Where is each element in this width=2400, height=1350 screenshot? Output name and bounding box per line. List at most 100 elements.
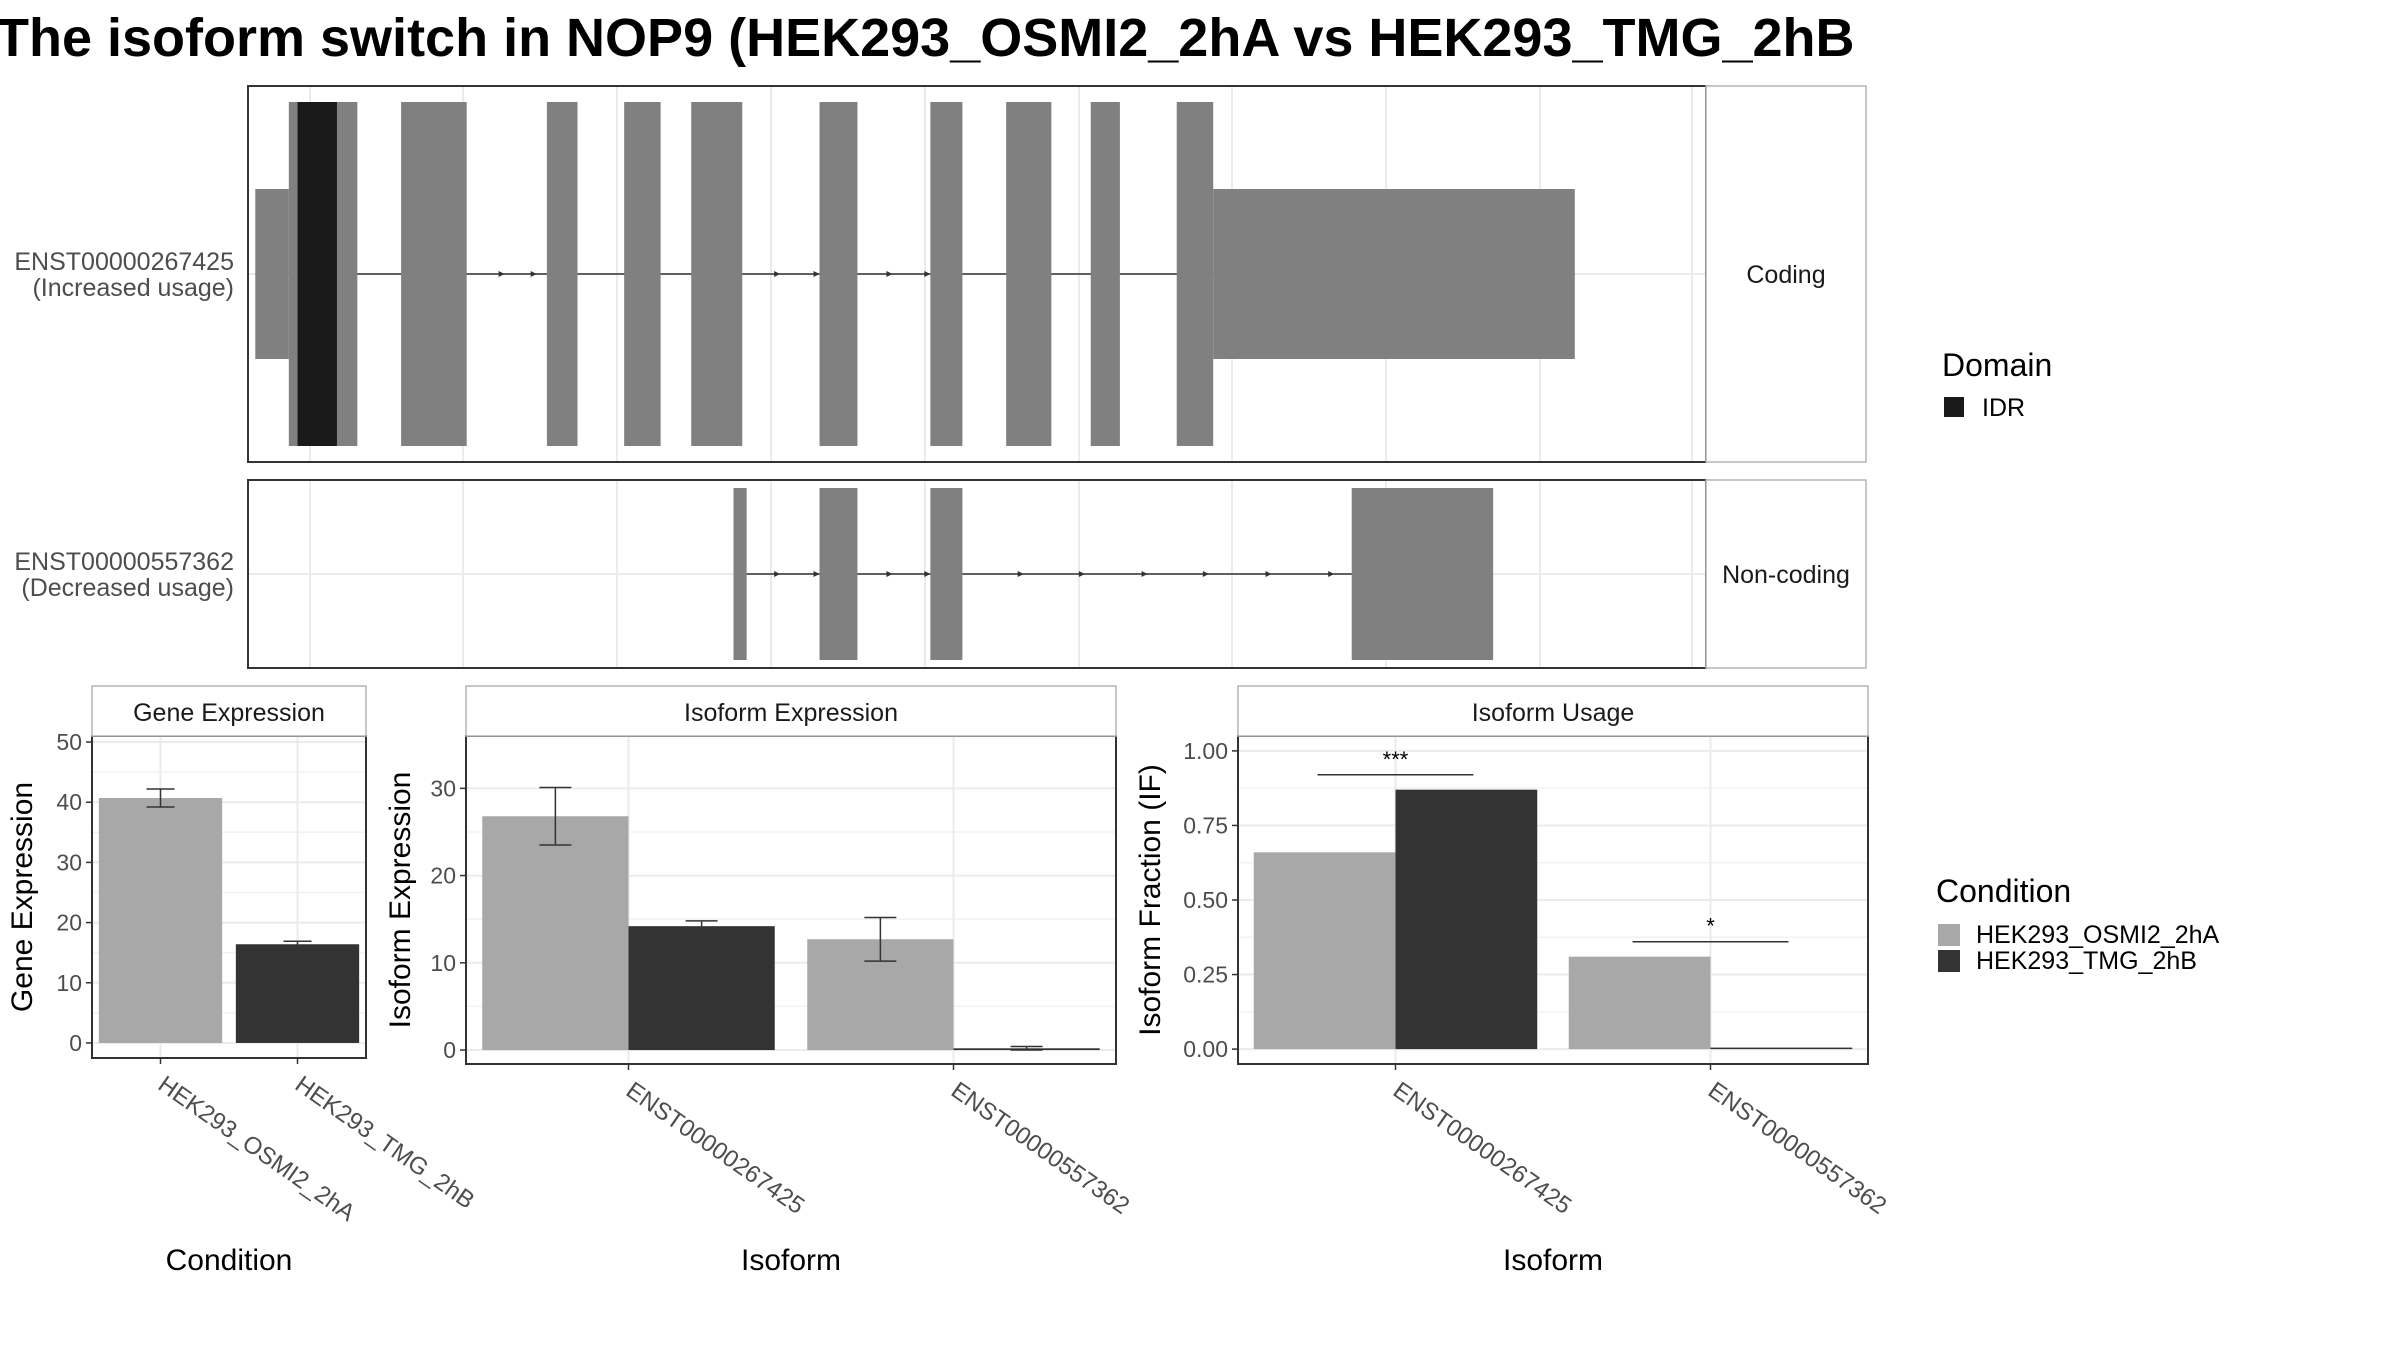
error-bar [685,920,718,933]
transcript-track-ENST00000557362: Non-coding ENST00000557362(Decreased usag… [14,479,1867,669]
exon-4 [1351,488,1494,660]
facet-strip-label: Non-coding [1722,561,1850,589]
x-axis-title: Isoform [1503,1244,1603,1277]
bar-panel-3: 0.000.250.500.751.00 ****Isoform UsageENS… [1134,685,1891,1277]
intron-direction-arrow [813,571,820,577]
domain-idr [297,102,337,446]
error-bar [864,916,897,962]
x-tick-label: ENST00000267425 [1388,1077,1576,1220]
exon-9 [1006,102,1052,446]
x-tick-label: ENST00000267425 [621,1077,809,1220]
exon-10 [1090,102,1120,446]
intron-direction-arrow [886,571,893,577]
exon-1 [733,488,747,660]
exon-8 [930,102,963,446]
intron-direction-arrow [1078,571,1085,577]
intron-direction-arrow [1202,571,1209,577]
intron-direction-arrow [1141,571,1148,577]
transcript-track-ENST00000267425: Coding ENST00000267425(Increased usage) [14,85,1867,463]
bar-ENST00000267425-HEK293_TMG_2hB [1395,789,1538,1050]
panel-strip [465,685,1117,737]
facet-strip [1705,85,1867,463]
intron-direction-arrow [530,271,537,277]
bar-ENST00000267425-HEK293_OSMI2_2hA [1253,852,1396,1050]
y-tick-label: 10 [56,970,82,996]
condition-legend-title: Condition [1936,873,2071,909]
y-tick-label: 1.00 [1183,738,1228,764]
bar-HEK293_OSMI2_2hA [98,797,223,1043]
domain-legend-title: Domain [1942,347,2052,383]
intron-direction-arrow [1328,571,1335,577]
exon-7 [819,102,858,446]
panel-title: Isoform Usage [1472,699,1635,727]
transcript-structure-panel: Coding ENST00000267425(Increased usage) No… [14,85,1867,669]
panel-strip [1237,685,1869,737]
error-bar [283,940,312,949]
intron-direction-arrow [813,271,820,277]
y-tick-label: 0 [443,1037,456,1063]
y-tick-label: 0 [69,1030,82,1056]
significance-label: *** [1383,747,1409,772]
bar-ENST00000557362-HEK293_OSMI2_2hA [1568,956,1711,1050]
error-bar [539,786,572,846]
exon-4 [546,102,578,446]
bar-ENST00000267425-HEK293_OSMI2_2hA [482,816,629,1051]
bar-ENST00000557362-HEK293_TMG_2hB [1710,1047,1853,1050]
exon-5 [624,102,661,446]
bar-HEK293_TMG_2hB [235,944,360,1043]
facet-strip-label: Coding [1746,261,1825,289]
significance-label: * [1706,914,1715,939]
exon-6 [691,102,743,446]
y-axis-title: Isoform Expression [384,772,417,1029]
intron-direction-arrow [1265,571,1272,577]
error-bar [146,788,175,808]
transcript-usage-label: (Increased usage) [32,274,234,302]
condition-legend-key [1938,950,1960,972]
y-tick-label: 0.00 [1183,1036,1228,1062]
transcript-id-label: ENST00000557362 [14,548,234,576]
y-tick-label: 20 [56,910,82,936]
x-tick-label: ENST00000557362 [946,1077,1134,1220]
exon-3 [930,488,963,660]
domain-legend: Domain IDR [1942,347,2052,422]
y-tick-label: 0.25 [1183,962,1228,988]
condition-legend-label: HEK293_TMG_2hB [1976,947,2197,975]
exon-12 [1213,189,1575,359]
intron-direction-arrow [924,271,931,277]
error-bar [1010,1045,1043,1051]
intron-direction-arrow [774,571,781,577]
domain-legend-key [1944,397,1964,417]
y-tick-label: 20 [430,863,456,889]
transcript-id-label: ENST00000267425 [14,248,234,276]
y-tick-label: 0.50 [1183,887,1228,913]
y-tick-label: 10 [430,950,456,976]
y-tick-label: 0.75 [1183,812,1228,838]
intron-direction-arrow [774,271,781,277]
y-tick-label: 30 [430,775,456,801]
condition-legend-label: HEK293_OSMI2_2hA [1976,921,2220,949]
panel-title: Isoform Expression [684,699,898,727]
exon-11 [1176,102,1214,446]
intron-direction-arrow [886,271,893,277]
bar-ENST00000267425-HEK293_TMG_2hB [628,926,775,1051]
exon-2 [819,488,858,660]
exon-3 [401,102,467,446]
intron-direction-arrow [924,571,931,577]
panel-strip [91,685,367,737]
condition-legend-key [1938,924,1960,946]
y-axis-title: Isoform Fraction (IF) [1134,764,1167,1036]
x-tick-label: ENST00000557362 [1703,1077,1891,1220]
y-tick-label: 50 [56,729,82,755]
y-axis-title: Gene Expression [6,782,39,1012]
domain-legend-label: IDR [1982,394,2025,422]
intron-direction-arrow [498,271,505,277]
facet-strip [1705,479,1867,669]
x-axis-title: Isoform [741,1244,841,1277]
bar-panel-2: 0 10 20 30 Isoform Expression ENST00000267425… [384,685,1134,1277]
y-tick-label: 30 [56,849,82,875]
y-tick-label: 40 [56,789,82,815]
transcript-usage-label: (Decreased usage) [21,574,234,602]
